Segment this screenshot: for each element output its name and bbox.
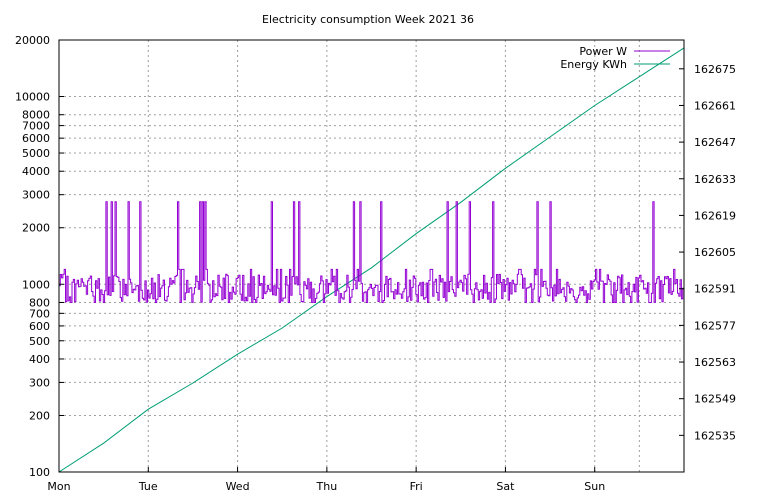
- y-left-tick-label: 500: [29, 335, 50, 348]
- legend-label-power: Power W: [579, 45, 627, 58]
- y-right-tick-label: 162591: [694, 283, 736, 296]
- right-axis: 162535 162549 162563 162577 162591 162605 1626…: [679, 63, 736, 442]
- y-left-tick-label: 7000: [22, 120, 50, 133]
- y-right-tick-label: 162563: [694, 356, 736, 369]
- x-axis: Mon Tue Wed Thu Fri Sat Sun: [47, 467, 605, 493]
- y-left-tick-label: 400: [29, 353, 50, 366]
- power-series-layer: [59, 201, 685, 303]
- y-left-tick-label: 4000: [22, 165, 50, 178]
- y-left-tick-label: 20000: [15, 34, 50, 47]
- y-left-tick-label: 200: [29, 409, 50, 422]
- y-right-tick-label: 162605: [694, 246, 736, 259]
- y-left-tick-label: 10000: [15, 91, 50, 104]
- y-left-tick-label: 600: [29, 320, 50, 333]
- legend: Power W Energy KWh: [560, 45, 670, 71]
- y-left-tick-label: 700: [29, 307, 50, 320]
- x-tick-label: Sun: [584, 480, 605, 493]
- y-left-tick-label: 6000: [22, 132, 50, 145]
- y-right-tick-label: 162577: [694, 319, 736, 332]
- grid-layer: [59, 40, 684, 472]
- plot-frame: [58, 39, 685, 473]
- energy-series-line: [58, 47, 685, 473]
- y-right-tick-label: 162647: [694, 136, 736, 149]
- x-tick-label: Wed: [226, 480, 250, 493]
- legend-label-energy: Energy KWh: [560, 58, 627, 71]
- y-right-tick-label: 162619: [694, 209, 736, 222]
- y-left-tick-label: 800: [29, 296, 50, 309]
- y-left-tick-label: 2000: [22, 222, 50, 235]
- energy-series-layer: [58, 47, 685, 473]
- power-series-line: [59, 201, 685, 303]
- y-right-tick-label: 162675: [694, 63, 736, 76]
- y-right-tick-label: 162661: [694, 99, 736, 112]
- y-right-tick-label: 162633: [694, 173, 736, 186]
- chart-title: Electricity consumption Week 2021 36: [262, 13, 474, 26]
- y-left-tick-label: 300: [29, 376, 50, 389]
- y-left-tick-label: 1000: [22, 278, 50, 291]
- y-left-tick-label: 3000: [22, 189, 50, 202]
- x-tick-label: Mon: [47, 480, 70, 493]
- y-left-tick-label: 100: [29, 466, 50, 479]
- y-right-tick-label: 162549: [694, 393, 736, 406]
- y-right-tick-label: 162535: [694, 429, 736, 442]
- x-tick-label: Fri: [410, 480, 423, 493]
- y-left-tick-label: 5000: [22, 147, 50, 160]
- y-left-tick-label: 8000: [22, 109, 50, 122]
- x-tick-label: Tue: [138, 480, 158, 493]
- x-tick-label: Sat: [496, 480, 515, 493]
- x-tick-label: Thu: [316, 480, 338, 493]
